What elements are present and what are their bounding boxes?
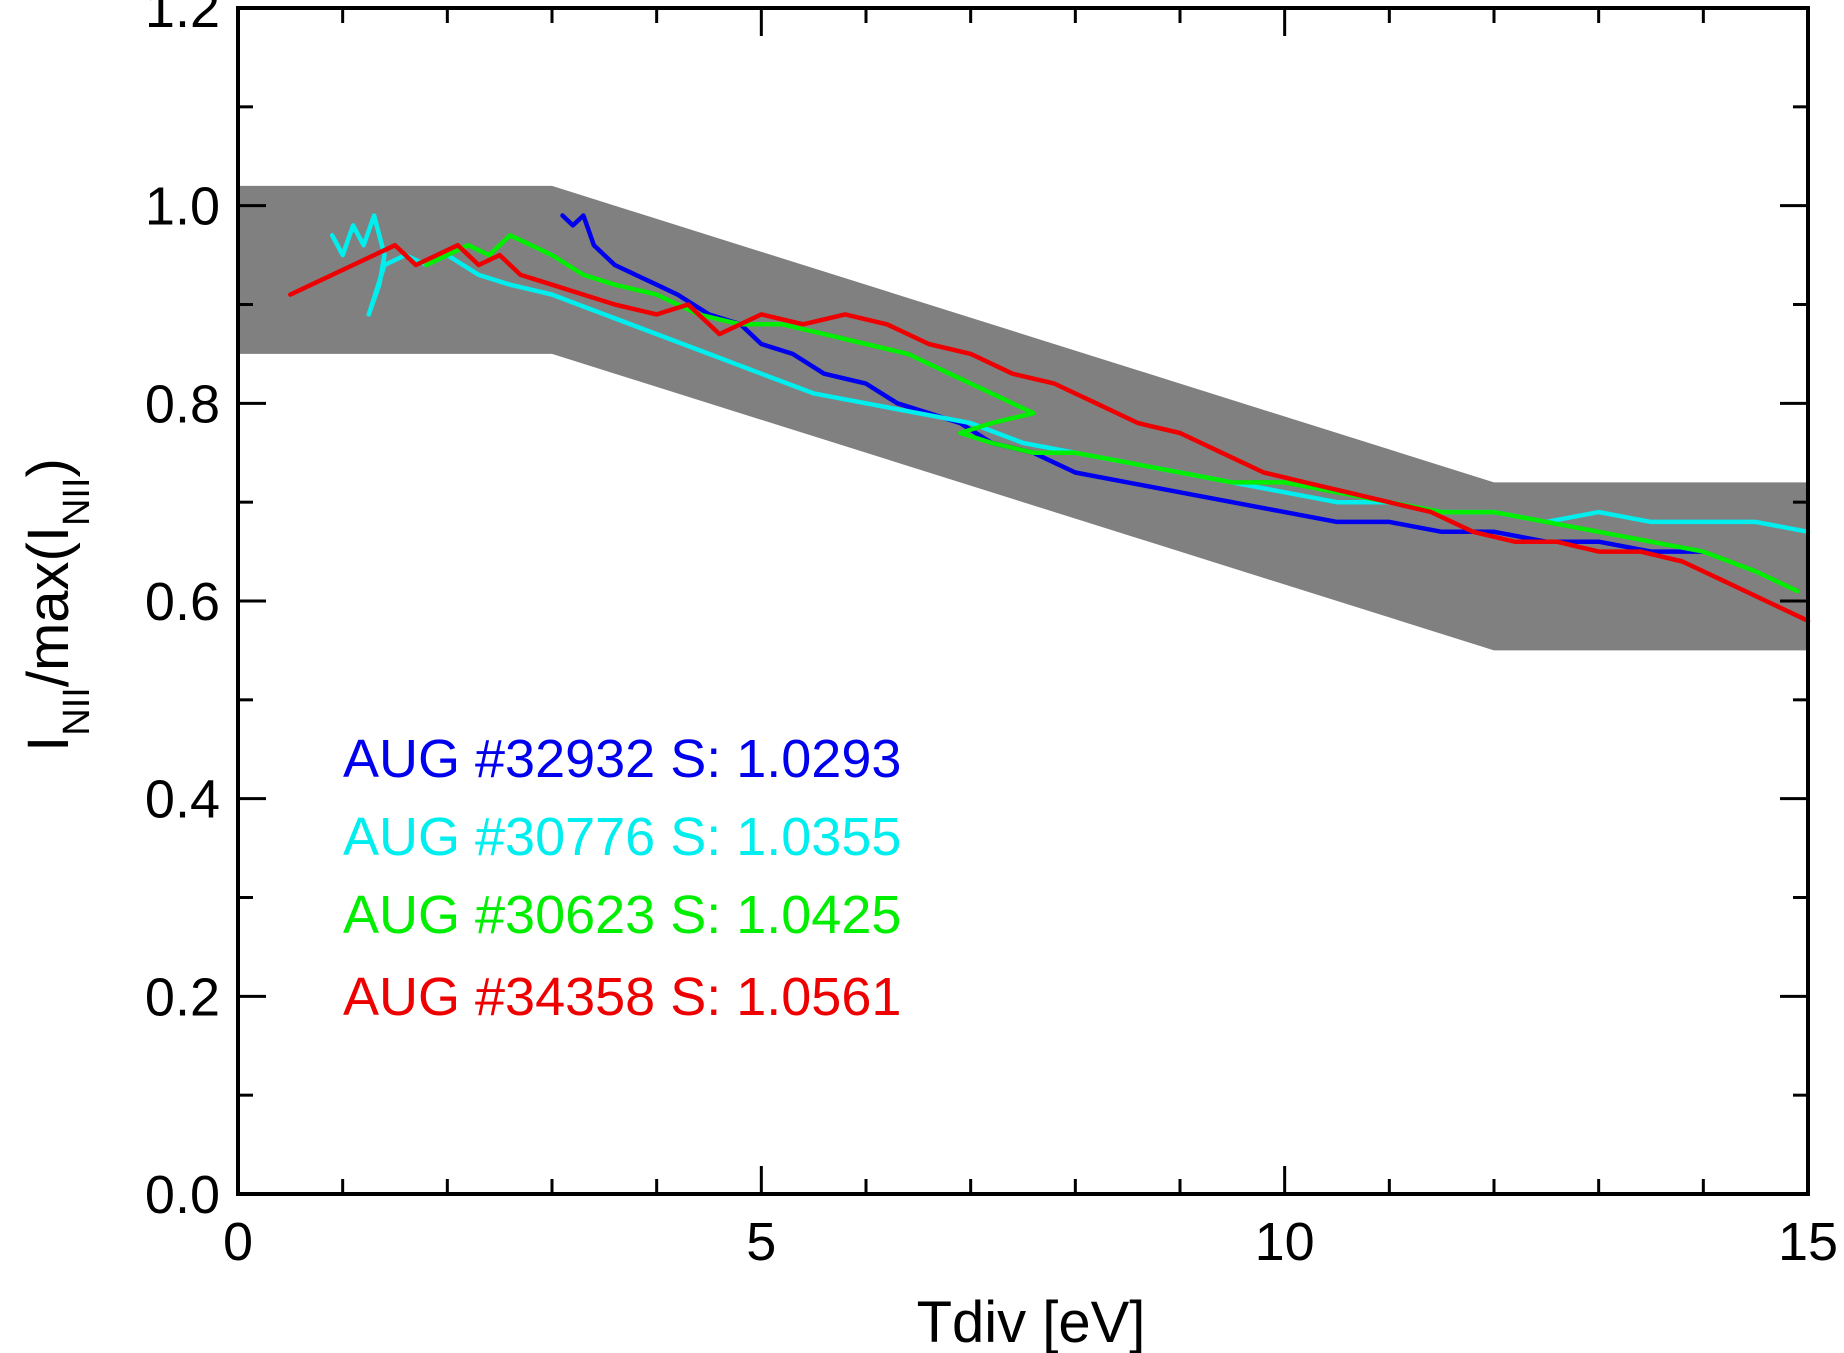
y-tick-label: 0.4 — [145, 770, 220, 830]
y-tick-label: 1.2 — [145, 0, 220, 39]
series-lines — [288, 213, 1811, 624]
uncertainty-band — [238, 185, 1808, 651]
x-tick-label: 10 — [1255, 1212, 1315, 1272]
y-tick-label: 0.0 — [145, 1165, 220, 1225]
tick-labels: 0 5 10 15 0.0 0.2 0.4 0.6 0.8 1.0 1.2 — [145, 0, 1838, 1272]
legend-entry-3: AUG #30623 S: 1.0425 — [343, 885, 901, 945]
x-tick-label: 5 — [746, 1212, 776, 1272]
legend-entry-4: AUG #34358 S: 1.0561 — [343, 967, 901, 1027]
x-tick-label: 15 — [1778, 1212, 1838, 1272]
y-tick-label: 0.2 — [145, 967, 220, 1027]
y-title-part-3: ) — [16, 458, 81, 477]
series-line-3 — [424, 233, 1800, 594]
y-tick-label: 0.8 — [145, 374, 220, 434]
y-title-sub-2: NII — [56, 477, 98, 526]
x-axis-title: Tdiv [eV] — [917, 1290, 1146, 1353]
y-tick-label: 0.6 — [145, 572, 220, 632]
legend: AUG #32932 S: 1.0293 AUG #30776 S: 1.0355… — [343, 729, 901, 1027]
y-axis-title: INII/max(INII) — [16, 458, 98, 752]
y-title-part-2: /max(I — [16, 526, 81, 687]
y-tick-label: 1.0 — [145, 177, 220, 237]
legend-entry-1: AUG #32932 S: 1.0293 — [343, 729, 901, 789]
axis-ticks — [236, 6, 1810, 1196]
series-line-4 — [288, 242, 1811, 624]
x-tick-label: 0 — [223, 1212, 253, 1272]
y-title-sub-1: NII — [56, 687, 98, 736]
legend-entry-2: AUG #30776 S: 1.0355 — [343, 807, 901, 867]
band-area — [238, 185, 1808, 651]
y-title-part-1: I — [16, 736, 81, 752]
